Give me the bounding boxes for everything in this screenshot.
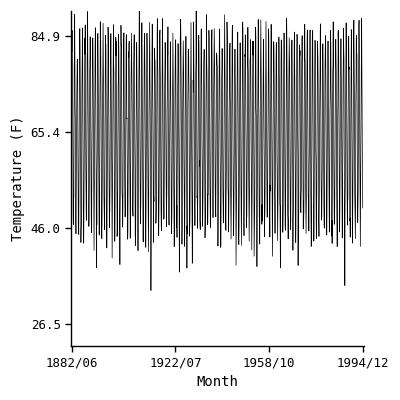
Y-axis label: Temperature (F): Temperature (F) — [11, 116, 25, 241]
X-axis label: Month: Month — [197, 375, 238, 389]
